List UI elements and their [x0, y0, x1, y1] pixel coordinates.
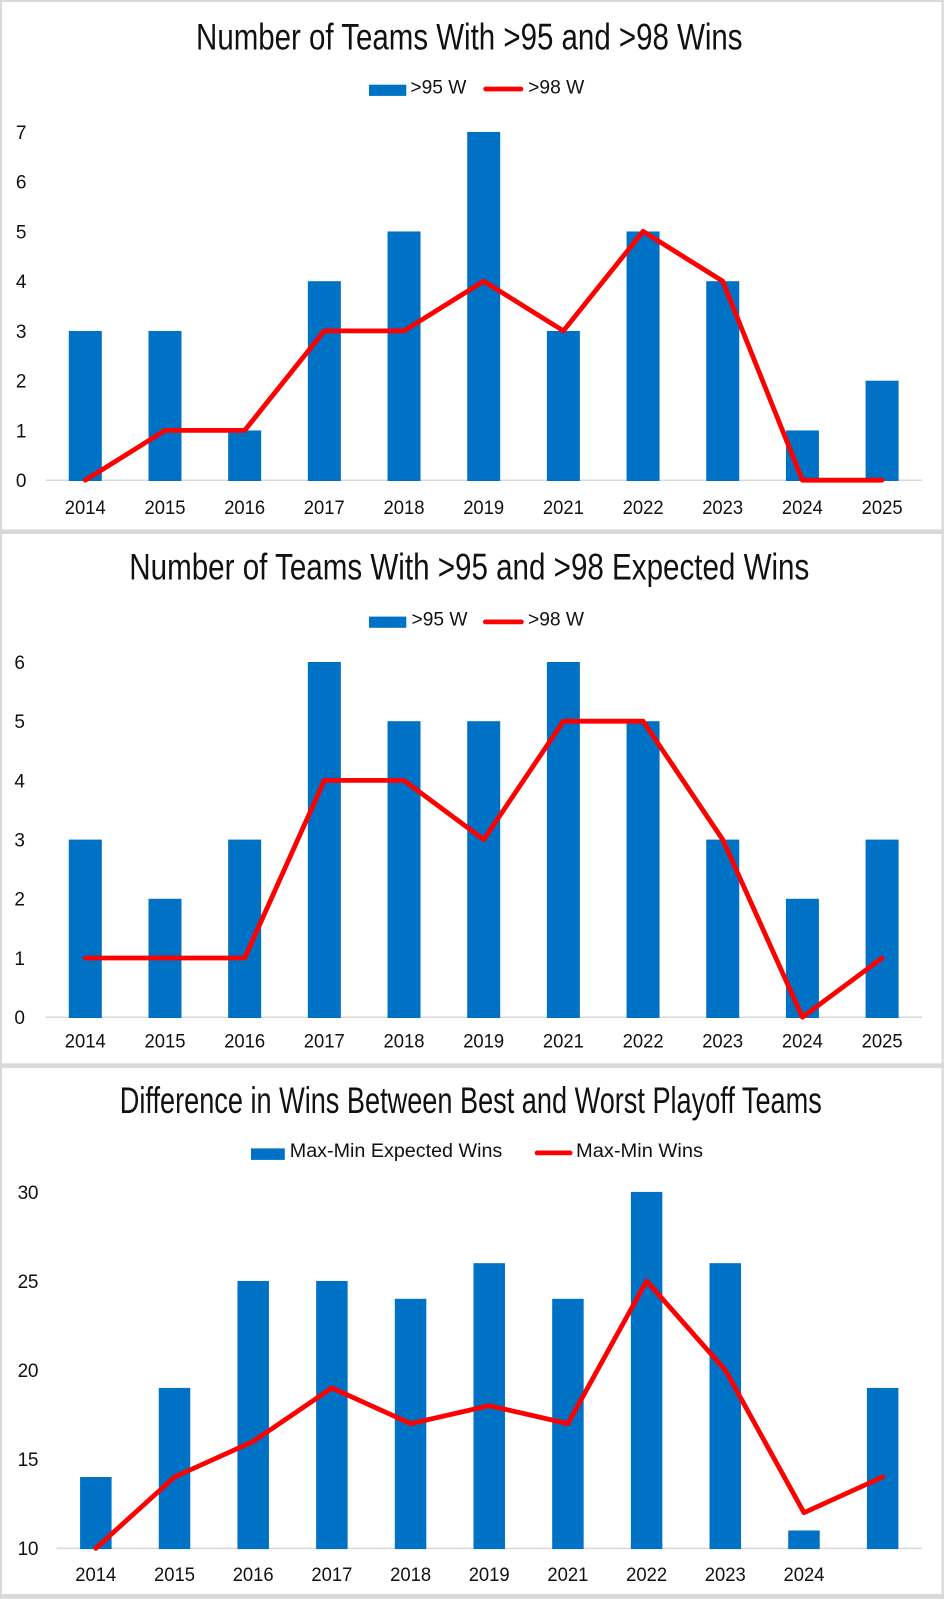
svg-text:2018: 2018	[384, 498, 425, 519]
svg-text:2019: 2019	[469, 1565, 510, 1586]
svg-text:3: 3	[14, 831, 24, 852]
svg-text:>98 W: >98 W	[528, 78, 584, 99]
svg-text:2021: 2021	[543, 1032, 584, 1053]
svg-text:0: 0	[14, 1008, 24, 1029]
svg-text:2022: 2022	[623, 498, 664, 519]
svg-text:6: 6	[14, 653, 24, 674]
svg-text:2025: 2025	[862, 498, 903, 519]
svg-text:2: 2	[16, 372, 26, 393]
svg-text:10: 10	[18, 1539, 39, 1560]
svg-text:2022: 2022	[623, 1032, 664, 1053]
svg-text:15: 15	[18, 1450, 39, 1471]
svg-text:2016: 2016	[224, 1032, 265, 1053]
svg-text:2014: 2014	[65, 498, 106, 519]
svg-text:2014: 2014	[75, 1565, 116, 1586]
svg-text:Difference in Wins Between Bes: Difference in Wins Between Best and Wors…	[120, 1080, 822, 1121]
svg-text:2017: 2017	[304, 498, 345, 519]
svg-text:2016: 2016	[233, 1565, 274, 1586]
svg-text:2021: 2021	[547, 1565, 588, 1586]
svg-text:2016: 2016	[224, 498, 265, 519]
svg-text:2015: 2015	[154, 1565, 195, 1586]
svg-text:2024: 2024	[782, 498, 823, 519]
svg-text:4: 4	[14, 771, 25, 792]
svg-text:2023: 2023	[702, 498, 743, 519]
svg-text:5: 5	[14, 712, 24, 733]
svg-text:1: 1	[14, 949, 24, 970]
svg-text:2019: 2019	[463, 498, 504, 519]
svg-text:2019: 2019	[463, 1032, 504, 1053]
svg-text:2023: 2023	[705, 1565, 746, 1586]
svg-text:2025: 2025	[862, 1032, 903, 1053]
svg-text:>95 W: >95 W	[410, 78, 466, 99]
svg-text:2: 2	[14, 890, 24, 911]
svg-text:3: 3	[16, 322, 26, 343]
svg-text:25: 25	[18, 1272, 39, 1293]
svg-text:2023: 2023	[702, 1032, 743, 1053]
svg-text:Max-Min Expected Wins: Max-Min Expected Wins	[290, 1141, 503, 1162]
svg-text:>98 W: >98 W	[528, 610, 584, 631]
svg-text:Number of Teams With >95 and >: Number of Teams With >95 and >98 Wins	[196, 17, 743, 58]
svg-text:Max-Min Wins: Max-Min Wins	[576, 1141, 703, 1162]
svg-text:2018: 2018	[390, 1565, 431, 1586]
svg-text:2024: 2024	[782, 1032, 823, 1053]
svg-text:5: 5	[16, 222, 26, 243]
svg-text:20: 20	[18, 1361, 39, 1382]
svg-text:2015: 2015	[145, 498, 186, 519]
svg-text:4: 4	[16, 272, 27, 293]
svg-text:0: 0	[16, 471, 26, 492]
svg-text:2015: 2015	[145, 1032, 186, 1053]
svg-text:6: 6	[16, 173, 26, 194]
svg-text:2024: 2024	[784, 1565, 825, 1586]
svg-text:30: 30	[18, 1183, 39, 1204]
svg-text:1: 1	[16, 421, 26, 442]
svg-text:2017: 2017	[304, 1032, 345, 1053]
svg-text:2021: 2021	[543, 498, 584, 519]
svg-text:Number of Teams With >95 and >: Number of Teams With >95 and >98 Expecte…	[129, 547, 809, 588]
svg-text:>95 W: >95 W	[412, 610, 468, 631]
svg-text:2022: 2022	[626, 1565, 667, 1586]
svg-text:7: 7	[16, 123, 26, 144]
svg-text:2018: 2018	[384, 1032, 425, 1053]
svg-text:2014: 2014	[65, 1032, 106, 1053]
svg-text:2017: 2017	[311, 1565, 352, 1586]
